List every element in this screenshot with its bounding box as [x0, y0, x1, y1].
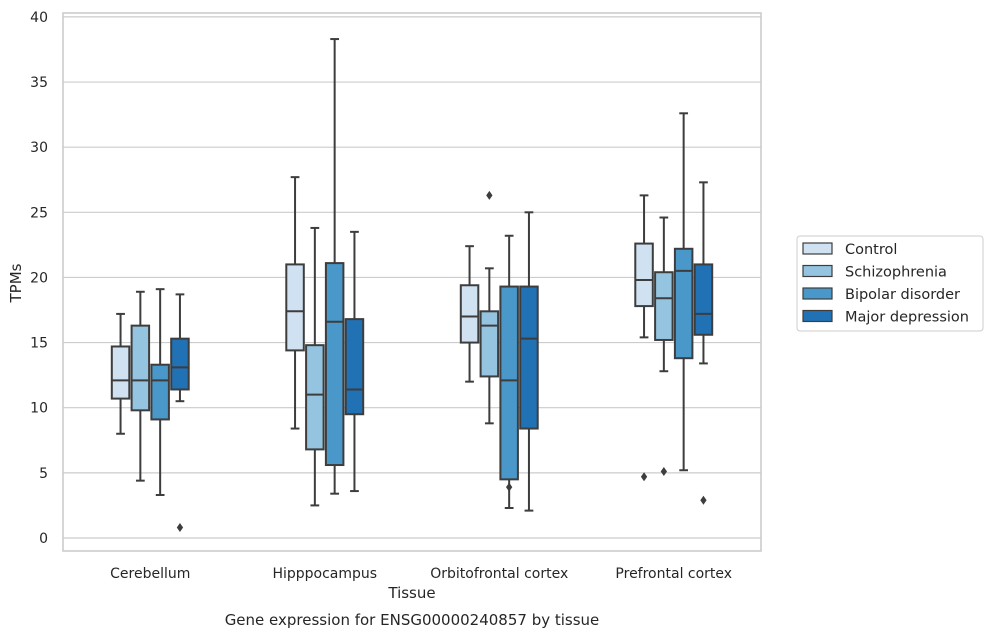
box-group: [634, 194, 654, 482]
outlier-point: [660, 467, 667, 477]
y-tick-label: 5: [39, 466, 48, 482]
box-group: [305, 226, 325, 507]
box: [519, 285, 539, 430]
box: [459, 284, 480, 344]
legend-swatch: [802, 309, 833, 323]
y-tick-label: 25: [30, 205, 48, 221]
y-tick-label: 40: [30, 10, 48, 26]
figure-caption: Gene expression for ENSG00000240857 by t…: [225, 611, 600, 629]
box: [479, 310, 500, 378]
outlier-point: [700, 495, 707, 505]
box-group: [285, 176, 305, 430]
x-axis: Cerebellum Hipppocampus Orbitofrontal cort…: [110, 566, 732, 582]
box: [654, 271, 674, 341]
outlier-point: [486, 190, 493, 200]
box: [499, 285, 519, 481]
x-tick-label: Prefrontal cortex: [615, 566, 732, 582]
x-axis-title: Tissue: [387, 584, 435, 602]
legend-label: Bipolar disorder: [845, 287, 960, 303]
box-group: [499, 234, 519, 510]
box-group: [693, 181, 714, 505]
box: [324, 262, 345, 467]
legend-swatch: [802, 287, 833, 300]
box-group: [519, 211, 539, 512]
box: [130, 324, 151, 412]
y-tick-label: 35: [30, 75, 48, 91]
legend-label: Schizophrenia: [845, 265, 947, 281]
legend-frame: [796, 235, 984, 332]
x-tick-label: Cerebellum: [110, 566, 190, 582]
x-tick-label: Orbitofrontal cortex: [430, 566, 568, 582]
box: [110, 345, 131, 400]
box: [673, 247, 694, 360]
box-group: [110, 312, 131, 435]
y-tick-label: 20: [30, 270, 48, 286]
box: [285, 263, 305, 352]
outlier-point: [176, 523, 184, 533]
box-group: [673, 112, 694, 472]
box-group: [459, 245, 480, 383]
box: [344, 318, 365, 416]
legend: Control Schizophrenia Bipolar disorder Majo…: [796, 235, 984, 332]
box-group: [654, 216, 674, 477]
legend-swatch: [802, 264, 833, 278]
box-group: [130, 290, 151, 482]
x-tick-label: Hipppocampus: [272, 566, 377, 582]
plot-frame: [62, 12, 762, 552]
y-tick-label: 15: [30, 336, 48, 352]
y-axis: 0 5 10 15 20 25 30 35 40: [30, 10, 48, 547]
box: [170, 337, 190, 391]
y-tick-label: 10: [30, 401, 48, 417]
outlier-point: [640, 472, 648, 482]
box-group: [324, 38, 345, 495]
outlier-point: [506, 482, 513, 492]
box-group: [479, 190, 500, 425]
box-group: [170, 293, 190, 533]
y-axis-title: TPMs: [7, 263, 25, 303]
box-group: [150, 288, 170, 496]
plot-area: [110, 38, 714, 533]
box-group: [344, 230, 365, 493]
legend-swatch: [802, 242, 833, 255]
box: [150, 363, 170, 421]
y-tick-label: 0: [39, 531, 48, 547]
y-tick-label: 30: [30, 140, 48, 156]
box: [693, 263, 714, 336]
legend-label: Major depression: [845, 310, 969, 326]
box: [305, 344, 325, 451]
box: [634, 242, 654, 308]
legend-label: Control: [845, 242, 897, 258]
